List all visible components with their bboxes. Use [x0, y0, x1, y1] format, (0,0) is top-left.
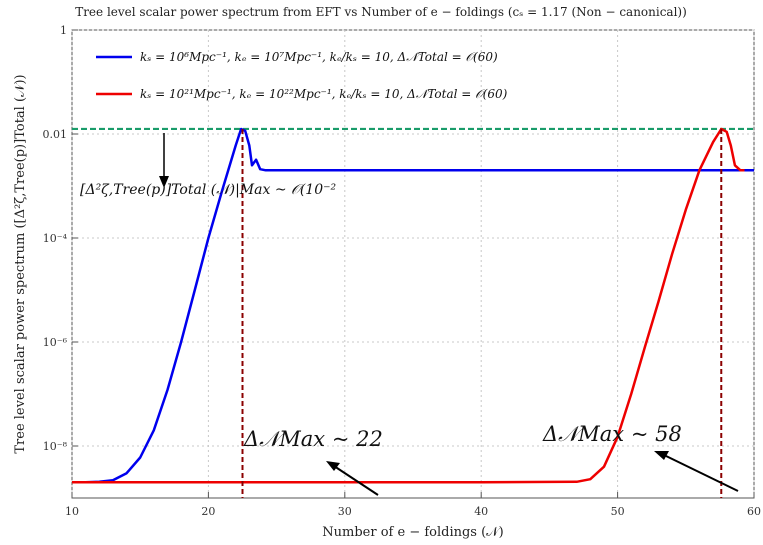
x-tick-label: 20 — [201, 505, 215, 518]
x-tick-label: 40 — [474, 505, 488, 518]
x-tick-label: 60 — [747, 505, 761, 518]
x-axis-title: Number of e − foldings (𝒩) — [322, 525, 503, 540]
y-tick-label: 1 — [60, 24, 67, 37]
peak-amplitude-annotation: [Δ²ζ,Tree(p)]Total (𝒩)|Max ~ 𝒪(10⁻² — [80, 182, 336, 198]
grid-lines — [71, 29, 755, 498]
annotation-max-58: Δ𝒩Max ~ 58 — [542, 422, 682, 446]
y-axis-title: Tree level scalar power spectrum ([Δ²ζ,T… — [13, 74, 28, 453]
annotations: [Δ²ζ,Tree(p)]Total (𝒩)|Max ~ 𝒪(10⁻² Δ𝒩Ma… — [80, 133, 739, 496]
x-ticks: 10 20 30 40 50 60 — [65, 492, 761, 518]
annotation-max-22: Δ𝒩Max ~ 22 — [243, 427, 383, 451]
y-ticks: 10⁻⁸ 10⁻⁶ 10⁻⁴ 0.01 1 — [43, 24, 78, 453]
x-tick-label: 10 — [65, 505, 79, 518]
x-tick-label: 30 — [338, 505, 352, 518]
x-tick-label: 50 — [611, 505, 625, 518]
y-tick-label: 10⁻⁸ — [43, 440, 68, 453]
legend-label-blue: kₛ = 10⁶Mpc⁻¹, kₑ = 10⁷Mpc⁻¹, kₑ/kₛ = 10… — [140, 50, 498, 64]
series-line-blue — [72, 127, 754, 484]
arrow-max-58-head — [654, 451, 669, 460]
vertical-marker-layer — [241, 128, 723, 498]
y-tick-label: 10⁻⁶ — [43, 336, 68, 349]
arrow-max-22-head — [326, 461, 340, 471]
peak-amplitude-arrowhead — [159, 176, 169, 188]
legend: kₛ = 10⁶Mpc⁻¹, kₑ = 10⁷Mpc⁻¹, kₑ/kₛ = 10… — [96, 50, 508, 101]
series-layer — [72, 127, 754, 484]
legend-label-red: kₛ = 10²¹Mpc⁻¹, kₑ = 10²²Mpc⁻¹, kₑ/kₛ = … — [140, 87, 508, 101]
arrow-max-22 — [333, 465, 379, 496]
series-line-red — [72, 127, 745, 484]
y-tick-label: 0.01 — [43, 128, 68, 141]
chart-title: Tree level scalar power spectrum from EF… — [75, 5, 687, 19]
y-tick-label: 10⁻⁴ — [43, 232, 68, 245]
arrow-max-58 — [663, 454, 739, 492]
